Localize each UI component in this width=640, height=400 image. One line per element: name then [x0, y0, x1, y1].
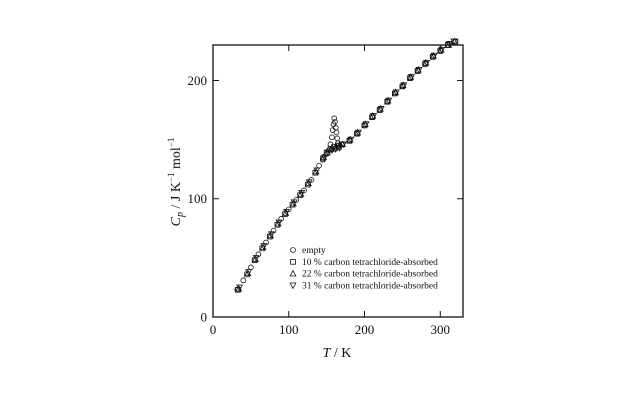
y-axis-label: Cp / J K−1 mol−1	[166, 138, 186, 227]
data-point	[245, 269, 253, 276]
x-tick-label: 200	[355, 322, 375, 337]
data-point	[333, 129, 340, 136]
plot-frame	[212, 44, 464, 318]
svg-text:Cp / J K−1 mol−1: Cp / J K−1 mol−1	[166, 138, 186, 227]
data-point	[332, 119, 338, 125]
data-point	[324, 149, 332, 157]
data-point	[370, 113, 378, 120]
data-point	[267, 231, 275, 239]
data-point	[235, 284, 243, 292]
legend-label: 10 % carbon tetrachloride-absorbed	[302, 258, 438, 268]
data-point	[304, 179, 312, 187]
data-point	[332, 146, 340, 153]
legend-label: empty	[302, 246, 326, 256]
data-point	[297, 190, 305, 197]
data-point	[423, 59, 431, 67]
data-point	[362, 121, 370, 129]
legend-marker	[289, 269, 297, 277]
data-point	[282, 209, 290, 216]
x-tick-label: 100	[279, 322, 299, 337]
data-point	[400, 82, 408, 90]
data-point	[244, 269, 252, 277]
legend-marker	[290, 258, 296, 265]
data-point	[240, 277, 247, 284]
legend-label: 31 % carbon tetrachloride-absorbed	[302, 281, 438, 291]
data-point	[408, 74, 415, 81]
legend-marker	[289, 282, 297, 290]
legend-marker	[290, 247, 296, 253]
data-point	[248, 264, 254, 271]
data-point	[251, 255, 259, 262]
data-point	[445, 41, 453, 48]
data-point	[445, 41, 453, 48]
data-point	[430, 52, 438, 60]
data-point	[298, 190, 306, 197]
data-points	[234, 37, 459, 293]
legend-label: 22 % carbon tetrachloride-absorbed	[302, 270, 438, 280]
data-point	[329, 134, 335, 141]
data-point	[320, 154, 328, 162]
data-point	[313, 167, 321, 175]
data-point	[290, 199, 298, 207]
series-2	[235, 37, 459, 292]
data-point	[392, 89, 400, 97]
data-point	[354, 129, 362, 137]
data-point	[260, 243, 268, 250]
y-tick-label: 0	[201, 310, 208, 325]
data-point	[316, 162, 322, 169]
data-point	[267, 231, 275, 239]
x-tick-label: 0	[210, 322, 217, 337]
data-point	[259, 243, 267, 251]
data-point	[283, 208, 290, 216]
data-point	[450, 38, 458, 46]
y-tick-label: 100	[188, 191, 208, 206]
data-point	[312, 167, 320, 175]
x-tick-label: 300	[431, 322, 451, 337]
data-point	[334, 135, 341, 142]
series-3	[236, 38, 458, 292]
data-point	[275, 219, 283, 227]
data-point	[415, 67, 423, 74]
series-1	[235, 38, 459, 293]
legend: empty 10 % carbon tetrachloride-absorbed 2…	[289, 246, 438, 291]
data-point	[347, 136, 355, 144]
axis-ticks: 0 100 200 300 0 100 200	[188, 45, 463, 337]
data-point	[377, 106, 385, 113]
data-point	[339, 141, 347, 149]
data-point	[331, 115, 338, 122]
y-tick-label: 200	[188, 73, 208, 88]
x-axis-label: T / K	[323, 346, 352, 361]
data-point	[336, 145, 343, 152]
series-0	[234, 38, 459, 293]
data-point	[438, 46, 446, 54]
data-point	[236, 284, 243, 292]
data-point	[385, 97, 393, 105]
data-point	[328, 147, 336, 155]
data-point	[274, 219, 282, 227]
data-point	[305, 179, 313, 187]
data-point	[252, 255, 260, 262]
data-point	[289, 199, 297, 207]
